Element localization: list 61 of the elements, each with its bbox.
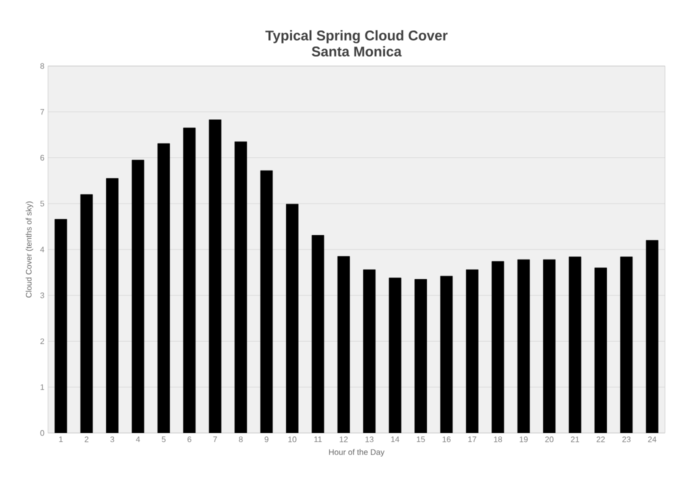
x-tick-label: 17 bbox=[468, 436, 476, 442]
y-tick-label: 3 bbox=[40, 292, 44, 298]
chart-subtitle: Santa Monica bbox=[312, 46, 402, 56]
bar bbox=[312, 235, 324, 433]
x-tick-label: 6 bbox=[188, 436, 192, 442]
x-tick-label: 8 bbox=[238, 436, 243, 442]
bar bbox=[337, 256, 350, 433]
x-tick-label: 7 bbox=[213, 436, 217, 442]
bar bbox=[440, 276, 453, 433]
bar bbox=[568, 256, 582, 433]
x-tick-label: 15 bbox=[416, 436, 425, 442]
x-tick-label: 1 bbox=[59, 436, 63, 442]
x-tick-label: 18 bbox=[494, 436, 502, 442]
bar bbox=[54, 219, 68, 433]
bar bbox=[517, 259, 530, 433]
bar bbox=[157, 143, 170, 433]
x-tick-label: 9 bbox=[264, 436, 268, 442]
x-tick-label: 20 bbox=[545, 436, 554, 442]
bar bbox=[80, 194, 93, 433]
bar bbox=[543, 259, 556, 433]
bar bbox=[620, 256, 633, 433]
bar bbox=[363, 269, 376, 433]
y-tick-label: 6 bbox=[40, 154, 44, 161]
x-tick-label: 22 bbox=[596, 436, 605, 442]
bar bbox=[183, 128, 196, 433]
bar bbox=[234, 141, 248, 433]
bar bbox=[286, 204, 298, 433]
y-tick-label: 7 bbox=[40, 109, 44, 115]
bar bbox=[208, 119, 222, 433]
x-tick-label: 16 bbox=[442, 436, 451, 442]
x-tick-label: 5 bbox=[162, 436, 166, 442]
bar bbox=[388, 278, 402, 433]
x-tick-label: 19 bbox=[520, 436, 528, 442]
x-tick-label: 14 bbox=[391, 436, 400, 442]
bar bbox=[466, 269, 478, 433]
x-tick-label: 24 bbox=[648, 436, 656, 442]
y-axis-title: Cloud Cover (tenths of sky) bbox=[26, 202, 34, 298]
bar bbox=[646, 240, 658, 433]
x-axis-title: Hour of the Day bbox=[329, 449, 384, 457]
bar bbox=[260, 170, 273, 433]
y-tick-label: 4 bbox=[40, 246, 44, 252]
x-tick-label: 23 bbox=[622, 436, 631, 442]
x-tick-label: 11 bbox=[314, 436, 322, 442]
x-tick-label: 10 bbox=[288, 436, 296, 442]
x-tick-label: 21 bbox=[570, 436, 580, 442]
bar bbox=[594, 268, 607, 433]
bar bbox=[492, 261, 504, 433]
x-tick-label: 2 bbox=[84, 436, 88, 442]
x-tick-label: 3 bbox=[110, 436, 114, 442]
bar bbox=[132, 160, 144, 433]
y-tick-label: 0 bbox=[40, 430, 44, 436]
y-tick-label: 2 bbox=[40, 338, 44, 344]
y-tick-label: 5 bbox=[40, 200, 44, 206]
chart-title: Typical Spring Cloud Cover bbox=[265, 30, 448, 44]
bar bbox=[414, 279, 427, 433]
x-tick-label: 12 bbox=[340, 436, 348, 442]
y-tick-label: 1 bbox=[40, 384, 44, 390]
x-tick-label: 4 bbox=[136, 436, 140, 442]
bar bbox=[106, 178, 118, 433]
x-tick-label: 13 bbox=[366, 436, 374, 442]
y-tick-label: 8 bbox=[40, 63, 44, 69]
